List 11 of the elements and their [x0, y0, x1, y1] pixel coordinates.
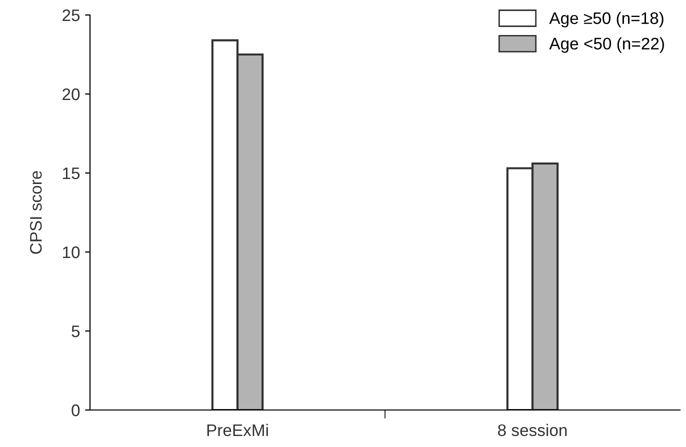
y-tick-label: 0 [72, 404, 80, 416]
y-tick-label: 10 [63, 246, 80, 258]
legend-label: Age <50 (n=22) [549, 37, 664, 53]
y-tick-label: 15 [63, 168, 80, 180]
y-tick-label: 5 [72, 326, 80, 338]
y-axis-title: CPSI score [30, 171, 42, 254]
y-tick-label: 20 [62, 88, 80, 100]
y-tick-label: 25 [62, 9, 80, 22]
x-tick-label: 8 session [498, 424, 567, 436]
legend-label: Age ≥50 (n=18) [549, 12, 664, 28]
x-tick-label: PreExMi [207, 424, 268, 436]
